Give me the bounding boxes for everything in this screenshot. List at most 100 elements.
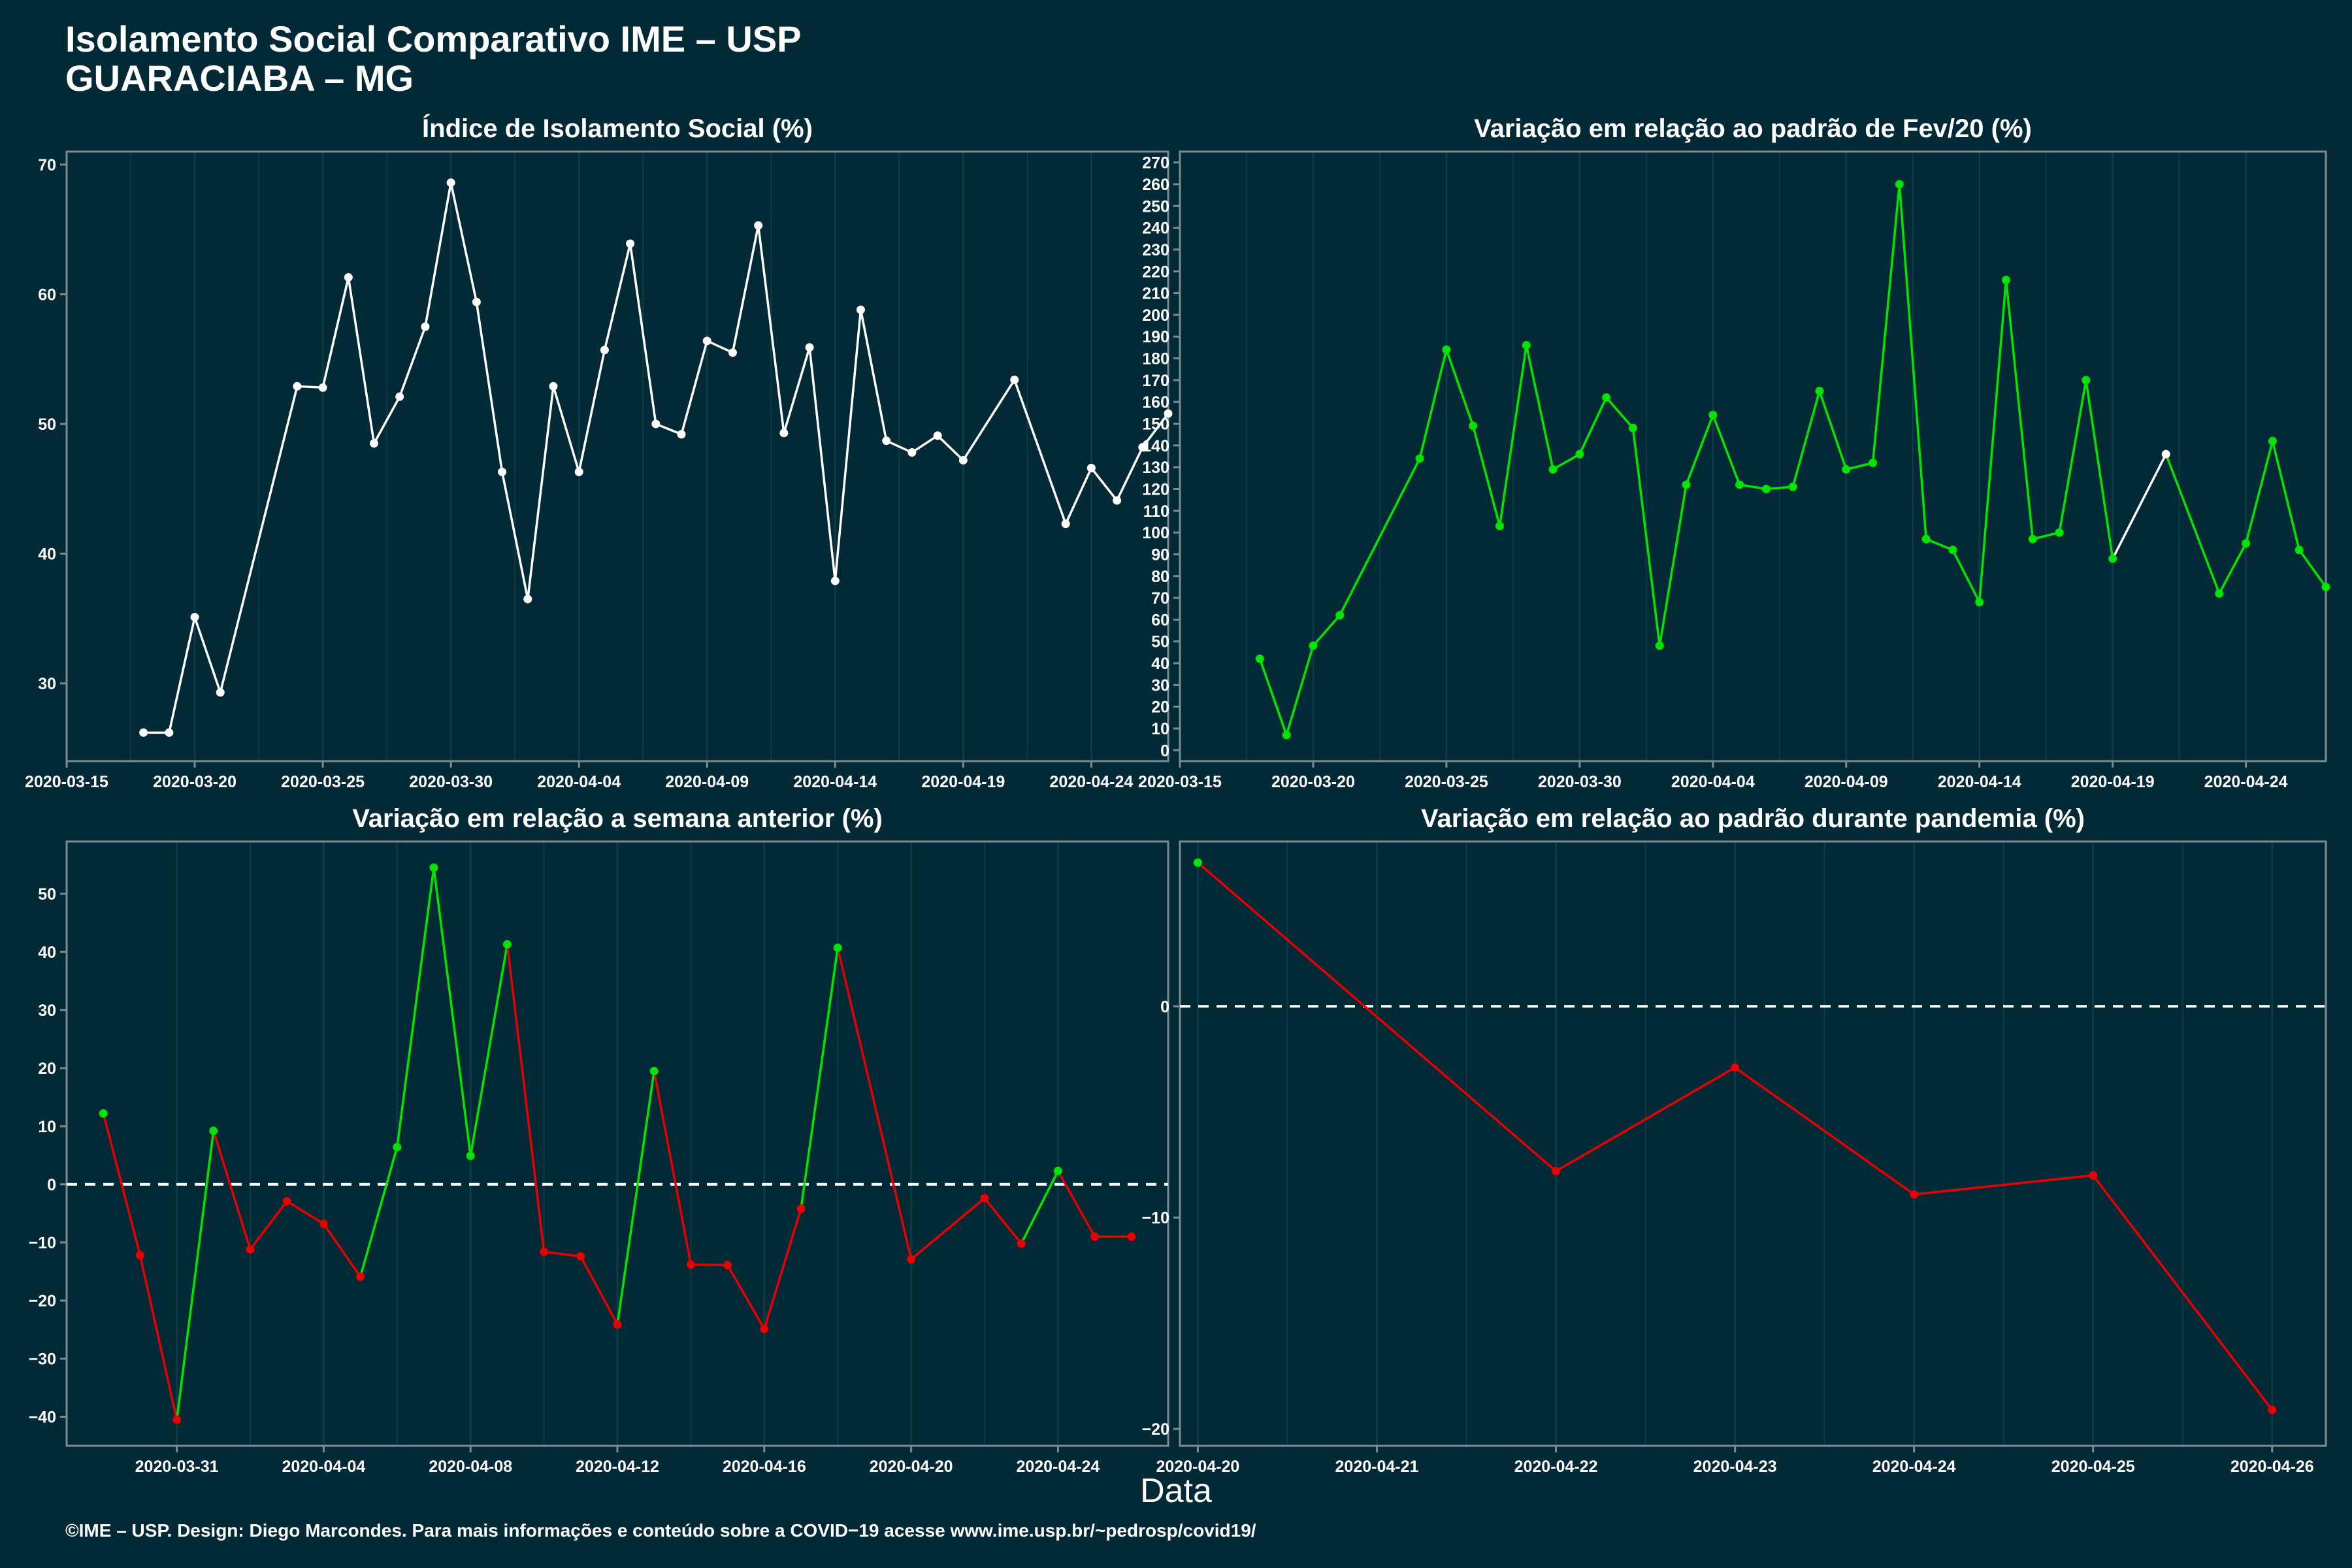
series-segment (1846, 461, 1873, 471)
x-tick-label: 2020-04-24 (2204, 773, 2288, 791)
series-segment (449, 182, 478, 302)
y-tick-label: 70 (1151, 589, 1169, 608)
data-point (466, 1151, 475, 1160)
data-point (2268, 1405, 2277, 1414)
series-segment (1445, 349, 1475, 427)
data-point (2268, 436, 2277, 446)
x-tick-label: 2020-04-08 (429, 1458, 512, 1476)
data-point (498, 467, 507, 476)
series-segment (1525, 345, 1554, 470)
series-segment (1658, 484, 1688, 646)
data-point (472, 297, 481, 306)
data-point (393, 1143, 402, 1152)
series-segment (2058, 380, 2087, 533)
data-point (574, 467, 583, 476)
series-segment (1685, 414, 1714, 485)
data-point (1842, 465, 1851, 474)
y-tick-label: 260 (1142, 176, 1169, 194)
data-point (549, 382, 558, 391)
y-tick-label: 50 (38, 416, 56, 434)
series-segment (286, 1200, 325, 1225)
series-segment (193, 617, 221, 693)
data-point (139, 728, 148, 737)
data-point (165, 728, 174, 737)
x-tick-label: 2020-04-09 (665, 773, 749, 791)
y-tick-label: 0 (1160, 998, 1169, 1016)
data-point (686, 1260, 695, 1269)
series-segment (544, 1250, 581, 1258)
series-segment (1141, 412, 1169, 448)
series-segment (1818, 390, 1848, 470)
series-segment (1312, 614, 1341, 647)
data-point (576, 1252, 585, 1261)
data-point (2082, 376, 2091, 385)
series-segment (680, 340, 708, 435)
x-tick-label: 2020-04-16 (723, 1458, 806, 1476)
series-segment (616, 1071, 655, 1325)
data-point (540, 1247, 549, 1256)
y-tick-label: 10 (1151, 720, 1169, 738)
series-segment (834, 310, 862, 581)
y-tick-label: −20 (29, 1292, 56, 1311)
data-point (246, 1245, 255, 1254)
data-point (1017, 1239, 1026, 1248)
footer-credit: ©IME – USP. Design: Diego Marcondes. Par… (65, 1520, 1256, 1541)
data-point (882, 436, 891, 446)
y-tick-label: 40 (38, 943, 56, 962)
series-segment (1472, 425, 1501, 527)
series-segment (2092, 1174, 2274, 1411)
data-point (2002, 276, 2011, 285)
data-point (209, 1126, 218, 1135)
data-point (190, 613, 199, 622)
x-tick-label: 2020-04-26 (2230, 1458, 2314, 1476)
data-point (344, 273, 353, 282)
series-segment (1766, 485, 1793, 491)
y-tick-label: 130 (1142, 459, 1169, 477)
data-point (446, 178, 455, 188)
series-segment (1056, 1170, 1096, 1237)
series-segment (578, 350, 606, 472)
y-tick-label: 150 (1142, 416, 1169, 434)
data-point (1895, 180, 1904, 189)
series-segment (396, 867, 435, 1148)
series-segment (983, 1198, 1022, 1245)
y-tick-label: −10 (29, 1234, 56, 1252)
data-point (1010, 375, 1019, 384)
series-segment (580, 1256, 619, 1325)
data-point (1948, 546, 1957, 555)
series-segment (1952, 549, 1981, 603)
series-segment (1418, 349, 1448, 459)
data-point (600, 346, 609, 355)
data-point (760, 1324, 769, 1333)
series-segment (1605, 397, 1634, 429)
data-point (933, 431, 942, 440)
x-tick-label: 2020-04-12 (576, 1458, 659, 1476)
y-tick-label: 270 (1142, 154, 1169, 172)
x-tick-label: 2020-04-23 (1693, 1458, 1777, 1476)
y-tick-label: 50 (38, 885, 56, 904)
series-segment (500, 471, 529, 600)
data-point (1086, 463, 1096, 472)
series-segment (653, 1070, 693, 1265)
page-subtitle: GUARACIABA – MG (65, 57, 414, 99)
data-point (1975, 598, 1984, 607)
data-point (502, 939, 512, 949)
series-segment (1020, 1170, 1059, 1245)
y-tick-label: 30 (38, 1002, 56, 1020)
series-segment (321, 277, 350, 388)
series-segment (1555, 1066, 1736, 1173)
panel-title: Índice de Isolamento Social (%) (422, 114, 813, 143)
data-point (830, 576, 840, 585)
data-point (626, 239, 635, 248)
data-point (1708, 410, 1718, 419)
y-tick-label: 120 (1142, 480, 1169, 498)
series-segment (2164, 453, 2221, 595)
data-point (856, 305, 865, 314)
series-segment (1978, 280, 2008, 602)
y-tick-label: −20 (1142, 1420, 1169, 1439)
series-segment (527, 386, 555, 600)
data-point (1442, 345, 1451, 354)
data-point (319, 1219, 328, 1228)
series-segment (1914, 1174, 2093, 1196)
x-tick-label: 2020-04-14 (793, 773, 877, 791)
